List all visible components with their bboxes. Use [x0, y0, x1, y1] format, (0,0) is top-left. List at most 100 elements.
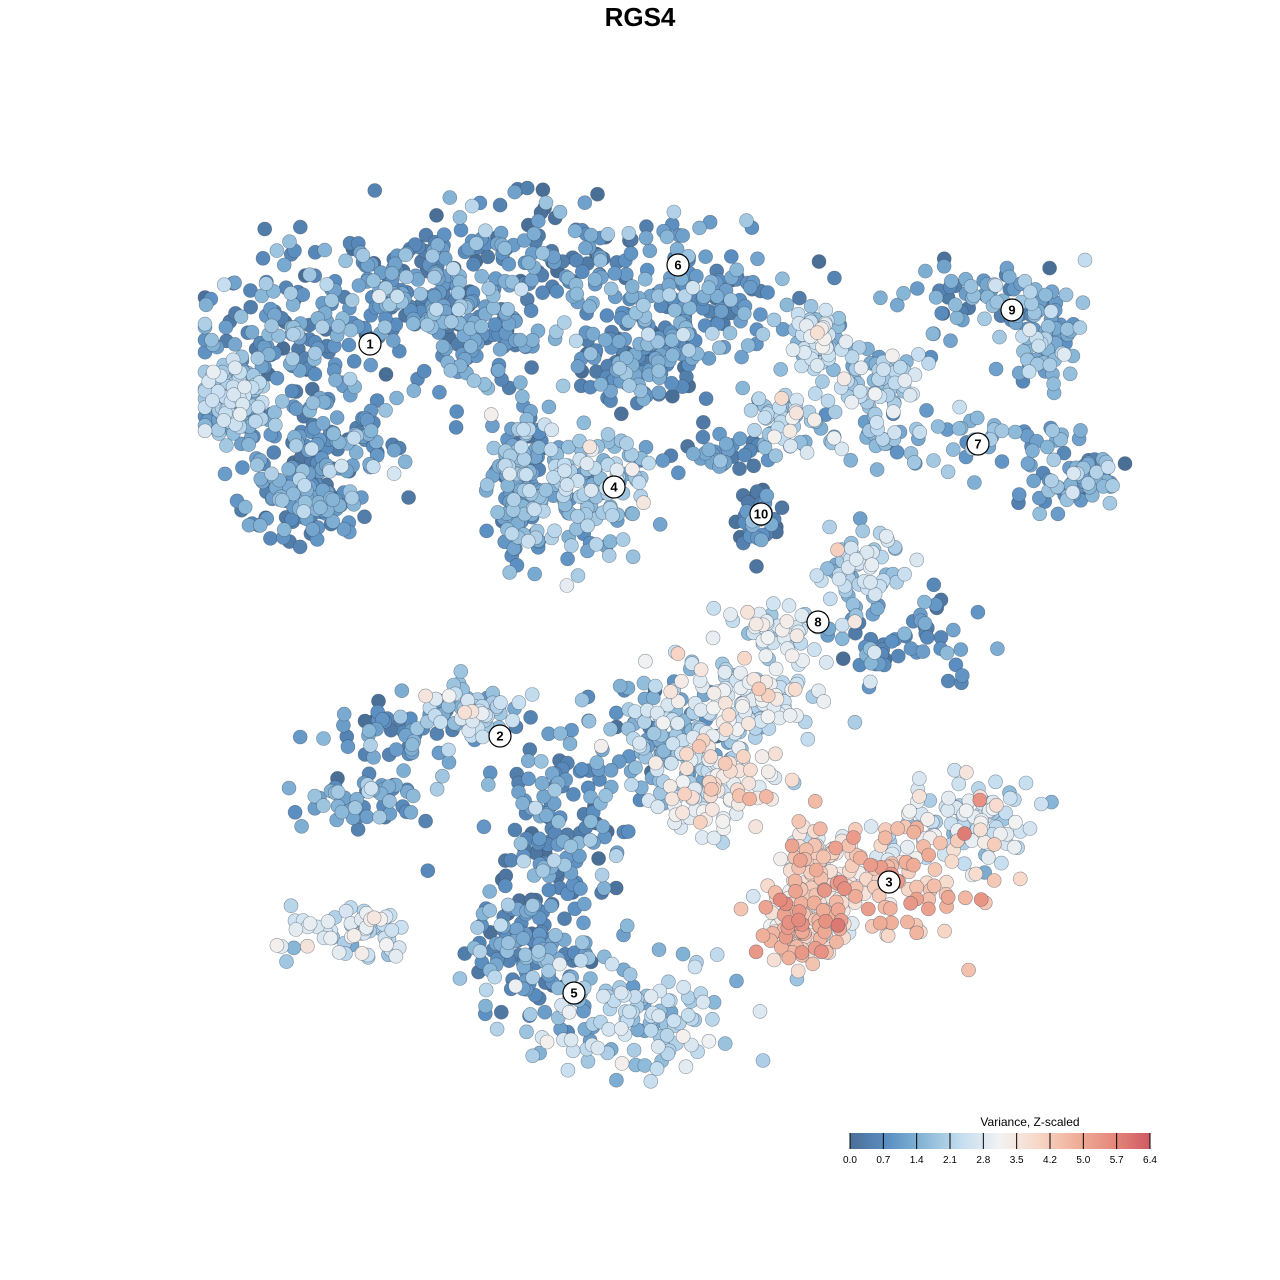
- scatter-point: [911, 771, 927, 786]
- scatter-point: [791, 912, 806, 928]
- scatter-point: [574, 264, 590, 280]
- cluster-label-text: 2: [496, 729, 503, 744]
- scatter-point: [784, 648, 800, 664]
- scatter-point: [286, 940, 302, 956]
- scatter-point: [264, 466, 279, 482]
- scatter-point: [591, 851, 606, 866]
- scatter-point: [994, 423, 1010, 439]
- scatter-point: [563, 1032, 579, 1048]
- scatter-point: [721, 707, 737, 723]
- scatter-point: [274, 493, 290, 508]
- scatter-point: [520, 533, 536, 549]
- colorbar-tick-label: 5.7: [1110, 1155, 1124, 1166]
- scatter-point: [723, 607, 738, 622]
- colorbar-tick-label: 3.5: [1010, 1155, 1024, 1166]
- scatter-point: [527, 566, 543, 582]
- scatter-point: [338, 903, 354, 919]
- scatter-point: [794, 945, 810, 960]
- scatter-point: [346, 928, 362, 943]
- scatter-point: [994, 454, 1010, 469]
- scatter-point: [523, 710, 538, 725]
- scatter-point: [1021, 364, 1037, 380]
- scatter-point: [742, 279, 758, 295]
- cluster-label-9: 9: [1000, 298, 1024, 322]
- scatter-point: [557, 463, 573, 479]
- scatter-point: [316, 798, 331, 813]
- scatter-point: [474, 319, 489, 334]
- scatter-point: [926, 878, 942, 894]
- scatter-point: [649, 1061, 665, 1076]
- scatter-point: [515, 796, 530, 811]
- scatter-point: [1046, 376, 1061, 392]
- cluster-label-text: 10: [754, 507, 768, 522]
- scatter-point: [226, 387, 241, 402]
- scatter-point: [704, 781, 719, 797]
- scatter-point: [354, 946, 370, 961]
- scatter-point: [692, 220, 707, 236]
- scatter-point: [945, 442, 961, 457]
- scatter-point: [970, 604, 986, 620]
- scatter-point: [679, 761, 695, 776]
- scatter-point: [809, 568, 825, 583]
- scatter-point: [531, 943, 547, 959]
- scatter-point: [583, 482, 599, 498]
- scatter-point: [525, 332, 540, 348]
- scatter-point: [735, 699, 750, 714]
- scatter-point: [847, 714, 863, 730]
- scatter-point: [384, 265, 400, 281]
- scatter-point: [650, 799, 666, 815]
- scatter-point: [342, 371, 358, 387]
- scatter-point: [663, 755, 679, 771]
- scatter-point: [636, 495, 651, 511]
- scatter-point: [613, 985, 629, 1001]
- scatter-point: [703, 749, 719, 765]
- scatter-point: [675, 774, 691, 790]
- scatter-point: [603, 721, 618, 737]
- scatter-point: [576, 896, 592, 912]
- scatter-point: [855, 523, 871, 539]
- scatter-point: [740, 604, 755, 620]
- scatter-point: [328, 372, 343, 388]
- scatter-point: [276, 257, 292, 273]
- scatter-point: [695, 994, 711, 1010]
- scatter-point: [912, 424, 928, 440]
- scatter-point: [418, 688, 433, 704]
- scatter-point: [768, 448, 784, 464]
- scatter-point: [547, 523, 562, 539]
- scatter-point: [608, 848, 624, 864]
- scatter-point: [809, 325, 825, 341]
- scatter-point: [909, 552, 925, 568]
- scatter-point: [884, 634, 900, 649]
- scatter-point: [363, 357, 379, 373]
- scatter-point: [863, 819, 879, 834]
- scatter-point: [1040, 439, 1055, 455]
- scatter-point: [579, 456, 595, 471]
- scatter-point: [281, 461, 296, 477]
- scatter-point: [691, 739, 707, 754]
- scatter-point: [269, 243, 285, 258]
- scatter-point: [884, 348, 900, 364]
- scatter-point: [605, 508, 620, 523]
- scatter-point: [941, 790, 956, 806]
- scatter-point: [773, 851, 788, 867]
- colorbar-tick-label: 2.1: [943, 1155, 957, 1166]
- scatter-point: [343, 322, 359, 338]
- scatter-point: [951, 421, 967, 436]
- scatter-point: [506, 492, 522, 508]
- scatter-point: [608, 705, 624, 721]
- scatter-point: [1007, 839, 1022, 855]
- scatter-point: [409, 721, 425, 736]
- scatter-point: [285, 486, 301, 502]
- scatter-point: [820, 561, 835, 576]
- scatter-point: [398, 269, 414, 285]
- scatter-point: [717, 1036, 733, 1051]
- scatter-point: [524, 687, 540, 702]
- scatter-point: [655, 453, 671, 468]
- scatter-point: [834, 441, 850, 457]
- scatter-point: [526, 226, 542, 242]
- scatter-point: [623, 246, 639, 261]
- scatter-point: [331, 945, 347, 960]
- scatter-point: [405, 788, 421, 804]
- scatter-point: [432, 384, 447, 400]
- scatter-point: [443, 363, 459, 378]
